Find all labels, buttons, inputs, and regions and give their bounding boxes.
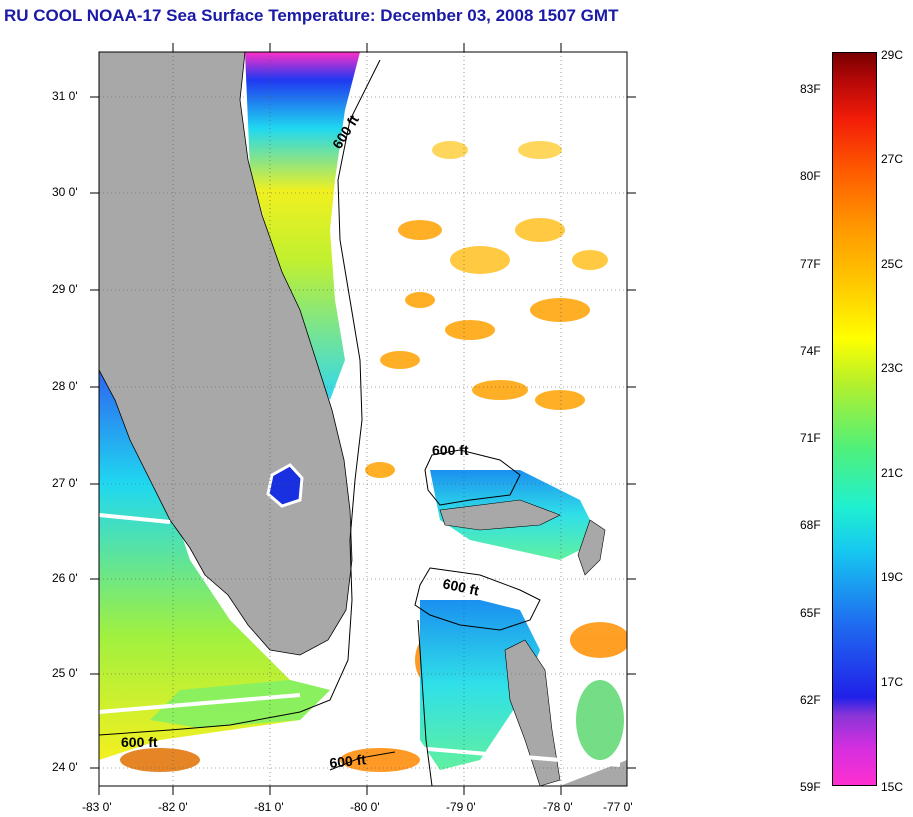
colorbar-fahrenheit-label: 59F	[800, 780, 821, 794]
colorbar-celsius-label: 19C	[881, 570, 904, 584]
longitude-label: -82 0'	[158, 800, 188, 814]
isobath-contours	[99, 59, 541, 786]
colorbar-celsius-label: 23C	[881, 361, 904, 375]
atlantic-coastal-water	[245, 52, 360, 400]
latitude-label: 29 0'	[52, 282, 78, 296]
colorbar-celsius-label: 25C	[881, 257, 904, 271]
colorbar-celsius-label: 21C	[881, 466, 904, 480]
lake-okeechobee	[266, 463, 304, 508]
contour-label: 600 ft	[432, 442, 469, 458]
colorbar-fahrenheit-label: 62F	[800, 693, 821, 707]
colorbar-celsius-label: 29C	[881, 48, 904, 62]
map-title: RU COOL NOAA-17 Sea Surface Temperature:…	[4, 6, 619, 25]
colorbar-fahrenheit-label: 77F	[800, 257, 821, 271]
longitude-label: -77 0'	[603, 800, 633, 814]
grand-bahama-land	[439, 499, 561, 531]
temperature-colorbar	[832, 52, 877, 786]
longitude-label: -83 0'	[82, 800, 112, 814]
longitude-label: -79 0'	[446, 800, 476, 814]
bahama-bank-south-water	[420, 600, 540, 770]
longitude-label: -80 0'	[350, 800, 380, 814]
andros-land	[504, 639, 561, 786]
colorbar-celsius-label: 27C	[881, 152, 904, 166]
abaco-land	[577, 519, 606, 576]
colorbar-fahrenheit-label: 68F	[800, 518, 821, 532]
colorbar-fahrenheit-label: 74F	[800, 344, 821, 358]
latitude-label: 25 0'	[52, 666, 78, 680]
colorbar-fahrenheit-label: 80F	[800, 169, 821, 183]
colorbar-fahrenheit-label: 83F	[800, 82, 821, 96]
latitude-label: 31 0'	[52, 89, 78, 103]
latitude-label: 30 0'	[52, 185, 78, 199]
cuba-land	[560, 760, 627, 786]
warm-patches	[120, 141, 627, 772]
colorbar-celsius-label: 17C	[881, 675, 904, 689]
colorbar-fahrenheit-label: 71F	[800, 431, 821, 445]
latitude-label: 24 0'	[52, 760, 78, 774]
latitude-label: 27 0'	[52, 476, 78, 490]
contour-label: 600 ft	[441, 575, 480, 598]
colorbar-fahrenheit-label: 65F	[800, 606, 821, 620]
keys-water	[150, 680, 330, 728]
latitude-label: 28 0'	[52, 379, 78, 393]
contour-label: 600 ft	[121, 734, 158, 750]
gulf-water	[99, 260, 330, 760]
longitude-label: -78 0'	[543, 800, 573, 814]
contour-label: 600 ft	[329, 751, 367, 771]
longitude-label: -81 0'	[254, 800, 284, 814]
colorbar-celsius-label: 15C	[881, 780, 904, 794]
latitude-label: 26 0'	[52, 571, 78, 585]
